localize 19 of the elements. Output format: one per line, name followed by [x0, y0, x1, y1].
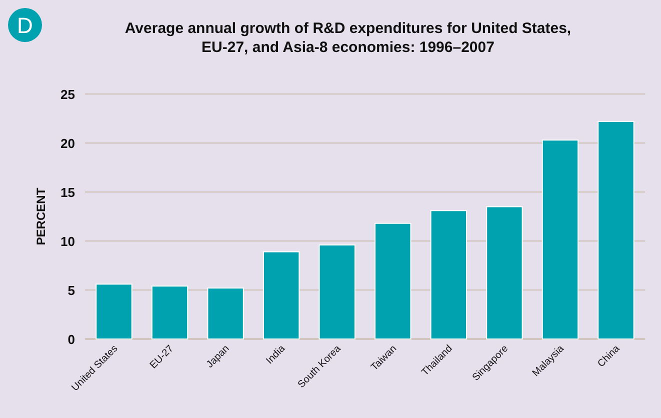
y-tick-label: 20: [60, 136, 75, 151]
bar: [542, 140, 579, 340]
bar: [374, 222, 412, 340]
bar: [598, 120, 634, 340]
bar: [262, 251, 300, 340]
bar: [207, 288, 244, 340]
bar: [430, 210, 468, 340]
chart-title: Average annual growth of R&D expenditures for United States, EU-27, and Asia-8 economies: 1996–2007: [124, 20, 572, 56]
y-tick-label: 25: [60, 87, 75, 102]
y-axis-title: PERCENT: [34, 187, 48, 246]
letter-badge: D: [8, 8, 42, 42]
bar: [151, 286, 188, 340]
bar: [96, 284, 132, 340]
y-tick-label: 0: [68, 332, 75, 347]
y-tick-label: 5: [68, 283, 75, 298]
bar: [486, 206, 523, 340]
y-tick-label: 15: [60, 185, 75, 200]
y-tick-label: 10: [60, 234, 75, 249]
bar: [318, 244, 356, 340]
